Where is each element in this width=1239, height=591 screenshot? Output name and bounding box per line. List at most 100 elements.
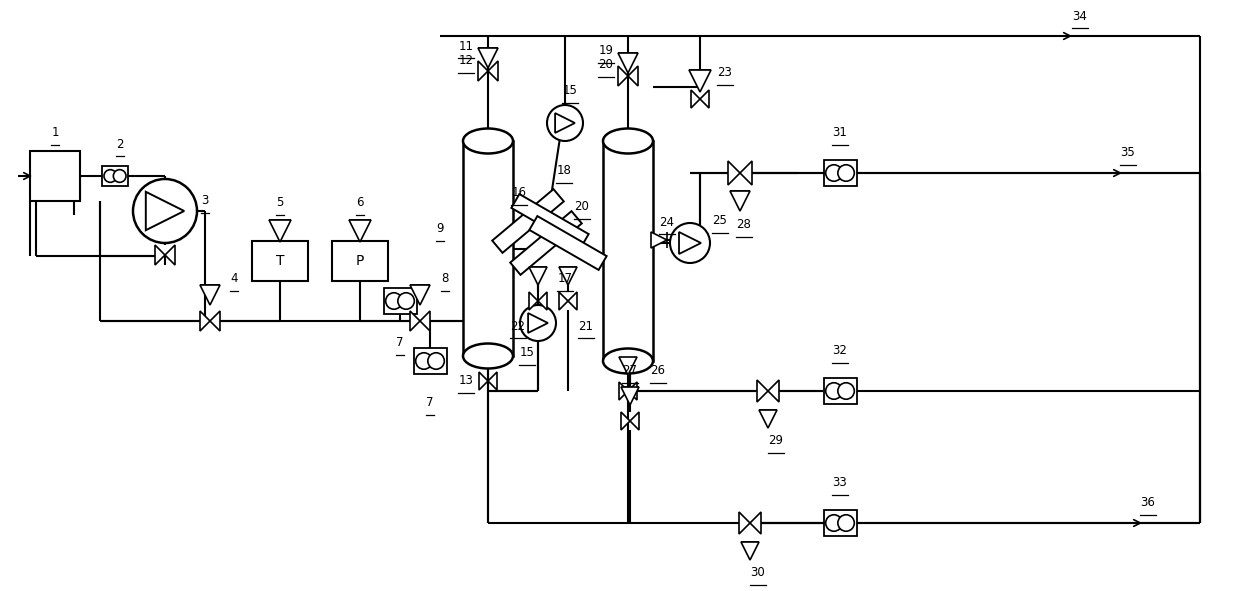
Polygon shape <box>628 382 637 400</box>
Text: 25: 25 <box>712 215 727 228</box>
Text: 36: 36 <box>1141 496 1156 509</box>
Text: 16: 16 <box>512 187 527 200</box>
Text: 21: 21 <box>579 320 593 333</box>
Polygon shape <box>741 542 760 560</box>
Polygon shape <box>199 285 221 305</box>
Polygon shape <box>512 194 589 248</box>
Polygon shape <box>410 311 420 331</box>
Polygon shape <box>620 382 628 400</box>
Text: 3: 3 <box>201 194 208 207</box>
Circle shape <box>838 165 855 181</box>
Circle shape <box>838 515 855 531</box>
Text: 15: 15 <box>563 85 577 98</box>
Text: 32: 32 <box>833 345 847 358</box>
Polygon shape <box>349 220 370 242</box>
Polygon shape <box>559 292 567 310</box>
Polygon shape <box>740 161 752 185</box>
Polygon shape <box>650 232 667 248</box>
Text: P: P <box>356 254 364 268</box>
Text: 17: 17 <box>558 272 572 285</box>
Polygon shape <box>689 70 711 92</box>
Polygon shape <box>538 292 546 310</box>
Text: 15: 15 <box>519 346 534 359</box>
Polygon shape <box>492 189 564 253</box>
Polygon shape <box>750 512 761 534</box>
Bar <box>603 141 653 361</box>
Text: 8: 8 <box>441 272 449 285</box>
Text: 28: 28 <box>736 219 751 232</box>
Polygon shape <box>730 191 750 211</box>
Polygon shape <box>629 412 639 430</box>
Text: 5: 5 <box>276 196 284 209</box>
Text: 7: 7 <box>426 397 434 410</box>
Polygon shape <box>478 48 498 68</box>
Circle shape <box>546 105 584 141</box>
Text: 4: 4 <box>230 272 238 285</box>
Polygon shape <box>528 313 548 333</box>
Text: 35: 35 <box>1120 147 1135 160</box>
Text: 12: 12 <box>458 54 473 67</box>
Circle shape <box>113 170 126 183</box>
Polygon shape <box>567 292 577 310</box>
Circle shape <box>838 383 855 400</box>
Bar <box>30 151 81 201</box>
Bar <box>252 241 309 281</box>
Text: 30: 30 <box>751 567 766 580</box>
Text: 27: 27 <box>622 365 638 378</box>
Polygon shape <box>410 285 430 305</box>
Text: 6: 6 <box>357 196 364 209</box>
Text: 2: 2 <box>116 138 124 151</box>
Text: 1: 1 <box>51 126 58 139</box>
Text: 31: 31 <box>833 126 847 139</box>
Circle shape <box>520 305 556 341</box>
Polygon shape <box>478 61 488 81</box>
Text: 22: 22 <box>510 320 525 333</box>
Polygon shape <box>620 357 637 375</box>
Circle shape <box>133 179 197 243</box>
Circle shape <box>825 383 843 400</box>
Polygon shape <box>628 66 638 86</box>
Circle shape <box>825 165 843 181</box>
Circle shape <box>415 353 432 369</box>
Polygon shape <box>488 372 497 390</box>
Polygon shape <box>209 311 221 331</box>
Polygon shape <box>529 267 546 285</box>
Bar <box>824 160 856 186</box>
Polygon shape <box>529 216 607 270</box>
Polygon shape <box>555 113 575 133</box>
Bar <box>102 166 128 186</box>
Bar <box>824 378 856 404</box>
Text: 20: 20 <box>598 59 613 72</box>
Polygon shape <box>621 387 639 405</box>
Circle shape <box>825 515 843 531</box>
Polygon shape <box>199 311 209 331</box>
Bar <box>384 288 416 314</box>
Polygon shape <box>165 245 175 265</box>
Polygon shape <box>479 372 488 390</box>
Polygon shape <box>269 220 291 242</box>
Bar <box>414 348 446 374</box>
Polygon shape <box>529 292 538 310</box>
Text: 9: 9 <box>436 222 444 235</box>
Text: T: T <box>276 254 284 268</box>
Text: 26: 26 <box>650 365 665 378</box>
Text: 23: 23 <box>717 67 732 80</box>
Polygon shape <box>679 232 701 254</box>
Bar <box>332 241 388 281</box>
Bar <box>463 141 513 356</box>
Polygon shape <box>510 211 582 275</box>
Polygon shape <box>155 245 165 265</box>
Polygon shape <box>488 61 498 81</box>
Text: 34: 34 <box>1073 9 1088 22</box>
Text: 20: 20 <box>575 200 590 213</box>
Text: 7: 7 <box>396 336 404 349</box>
Text: 13: 13 <box>458 375 473 388</box>
Ellipse shape <box>463 343 513 369</box>
Polygon shape <box>691 90 700 108</box>
Text: 24: 24 <box>659 216 674 229</box>
Polygon shape <box>760 410 777 428</box>
Text: 11: 11 <box>458 40 473 53</box>
Circle shape <box>670 223 710 263</box>
Circle shape <box>385 293 403 309</box>
Polygon shape <box>146 192 185 230</box>
